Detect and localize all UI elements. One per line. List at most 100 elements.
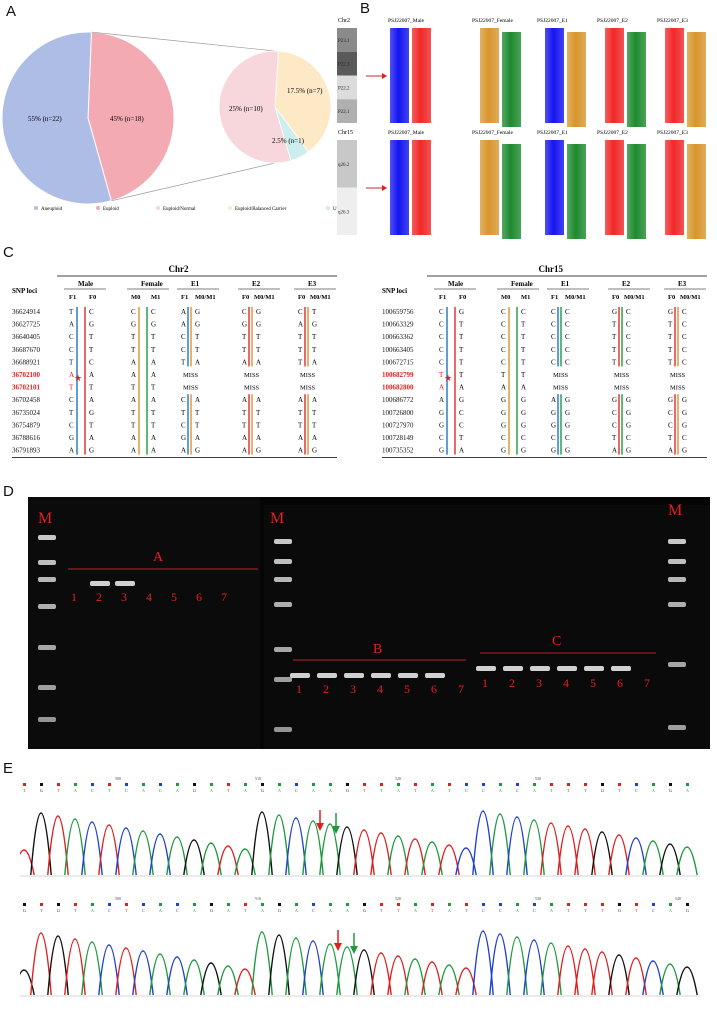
- snp-locus: 100682799: [382, 371, 414, 379]
- allele: C: [501, 346, 506, 354]
- allele: A: [195, 396, 200, 404]
- base-marker: [210, 783, 213, 786]
- base-marker: [74, 783, 77, 786]
- haplotype-bar: [480, 28, 499, 123]
- allele: T: [298, 409, 303, 417]
- lane-number: 2: [509, 676, 515, 690]
- chromatogram-peak: [472, 930, 494, 996]
- sample-name: PSJ22007_E3: [657, 130, 688, 136]
- lane-number: 2: [96, 590, 102, 604]
- allele: C: [298, 308, 303, 316]
- allele: A: [151, 447, 156, 455]
- chromatogram-peak: [472, 810, 494, 876]
- group-header: Male: [78, 280, 93, 288]
- base-call: A: [176, 788, 179, 793]
- pie-label-euploid: 45% (n=18): [110, 115, 144, 123]
- allele: T: [312, 421, 317, 429]
- chromatogram-peak: [540, 822, 562, 876]
- sub-header: F0: [668, 294, 675, 301]
- base-marker: [295, 903, 298, 906]
- allele: G: [69, 434, 74, 442]
- snp-locus: 100728149: [382, 434, 414, 442]
- ladder-band: [668, 662, 686, 667]
- allele: A: [151, 371, 156, 379]
- allele: G: [612, 308, 617, 316]
- allele: C: [181, 421, 186, 429]
- allele: G: [668, 308, 673, 316]
- allele: A: [242, 447, 247, 455]
- base-call: G: [193, 788, 196, 793]
- ideogram-band: [337, 99, 357, 123]
- allele: G: [626, 409, 631, 417]
- chromatogram-peak: [421, 841, 443, 876]
- base-marker: [210, 903, 213, 906]
- base-call: G: [210, 908, 213, 913]
- allele: A: [131, 434, 136, 442]
- pcr-band: [317, 673, 337, 678]
- allele: G: [256, 308, 261, 316]
- chromatogram-peak: [387, 835, 409, 876]
- base-marker: [635, 783, 638, 786]
- ladder-band: [38, 535, 56, 540]
- allele: A: [439, 384, 444, 392]
- allele: A: [256, 358, 261, 366]
- sample-name: PSJ22007_Female: [472, 18, 514, 24]
- base-call: C: [176, 908, 179, 913]
- allele: G: [626, 396, 631, 404]
- base-call: A: [686, 788, 689, 793]
- sub-header: M0/M1: [565, 294, 586, 301]
- base-call: T: [363, 788, 366, 793]
- allele: C: [131, 308, 136, 316]
- allele: A: [501, 384, 506, 392]
- table-title: Chr2: [169, 264, 189, 274]
- allele: A: [181, 447, 186, 455]
- base-call: T: [380, 908, 383, 913]
- base-marker: [278, 783, 281, 786]
- base-marker: [159, 903, 162, 906]
- allele: C: [521, 308, 526, 316]
- gel-panel: M M M A 1 2 3 4 5 6 7 B 1 2 3 4 5 6 7 C 1 2 3 4 5 6 7: [28, 497, 710, 749]
- allele: T: [501, 371, 506, 379]
- allele: A: [181, 321, 186, 329]
- allele: T: [668, 333, 673, 341]
- allele: T: [151, 333, 156, 341]
- base-marker: [312, 783, 315, 786]
- allele: T: [151, 421, 156, 429]
- base-marker: [397, 903, 400, 906]
- pcr-band: [398, 673, 418, 678]
- allele: A: [151, 434, 156, 442]
- allele: C: [439, 321, 444, 329]
- sanger-chromatograms: 500 510 520 530 T G T A C T C A C A G A T A G A C A A G T T A T A T C C…: [13, 776, 700, 997]
- base-marker: [448, 903, 451, 906]
- base-call: A: [669, 908, 672, 913]
- chromatogram-peak: [625, 837, 647, 876]
- missing-call: MISS: [183, 385, 199, 392]
- allele: T: [459, 346, 464, 354]
- base-call: C: [499, 908, 502, 913]
- chromatogram-peak: [98, 824, 120, 876]
- panel-label-a: A: [6, 3, 17, 20]
- group-header: Male: [448, 280, 463, 288]
- allele: G: [312, 447, 317, 455]
- snp-locus: 100735352: [382, 447, 414, 455]
- chromatogram-peak: [200, 842, 222, 876]
- base-marker: [465, 903, 468, 906]
- snp-locus: 36788616: [12, 434, 41, 442]
- snp-locus: 36735024: [12, 409, 41, 417]
- legend-item: Aneuploid: [41, 207, 63, 212]
- haplotype-bar: [627, 32, 646, 127]
- base-call: A: [278, 788, 281, 793]
- allele: A: [89, 434, 94, 442]
- snp-header: SNP loci: [382, 287, 407, 295]
- base-call: A: [346, 908, 349, 913]
- base-call: A: [193, 908, 196, 913]
- allele: T: [612, 346, 617, 354]
- base-marker: [686, 903, 689, 906]
- haplotype-bar: [545, 140, 564, 235]
- allele: T: [242, 421, 247, 429]
- base-marker: [363, 783, 366, 786]
- allele: G: [181, 434, 186, 442]
- base-marker: [499, 903, 502, 906]
- legend-item: Euploid/Balanced Carrier: [235, 207, 287, 212]
- pie-slice-euploid: [87, 31, 175, 202]
